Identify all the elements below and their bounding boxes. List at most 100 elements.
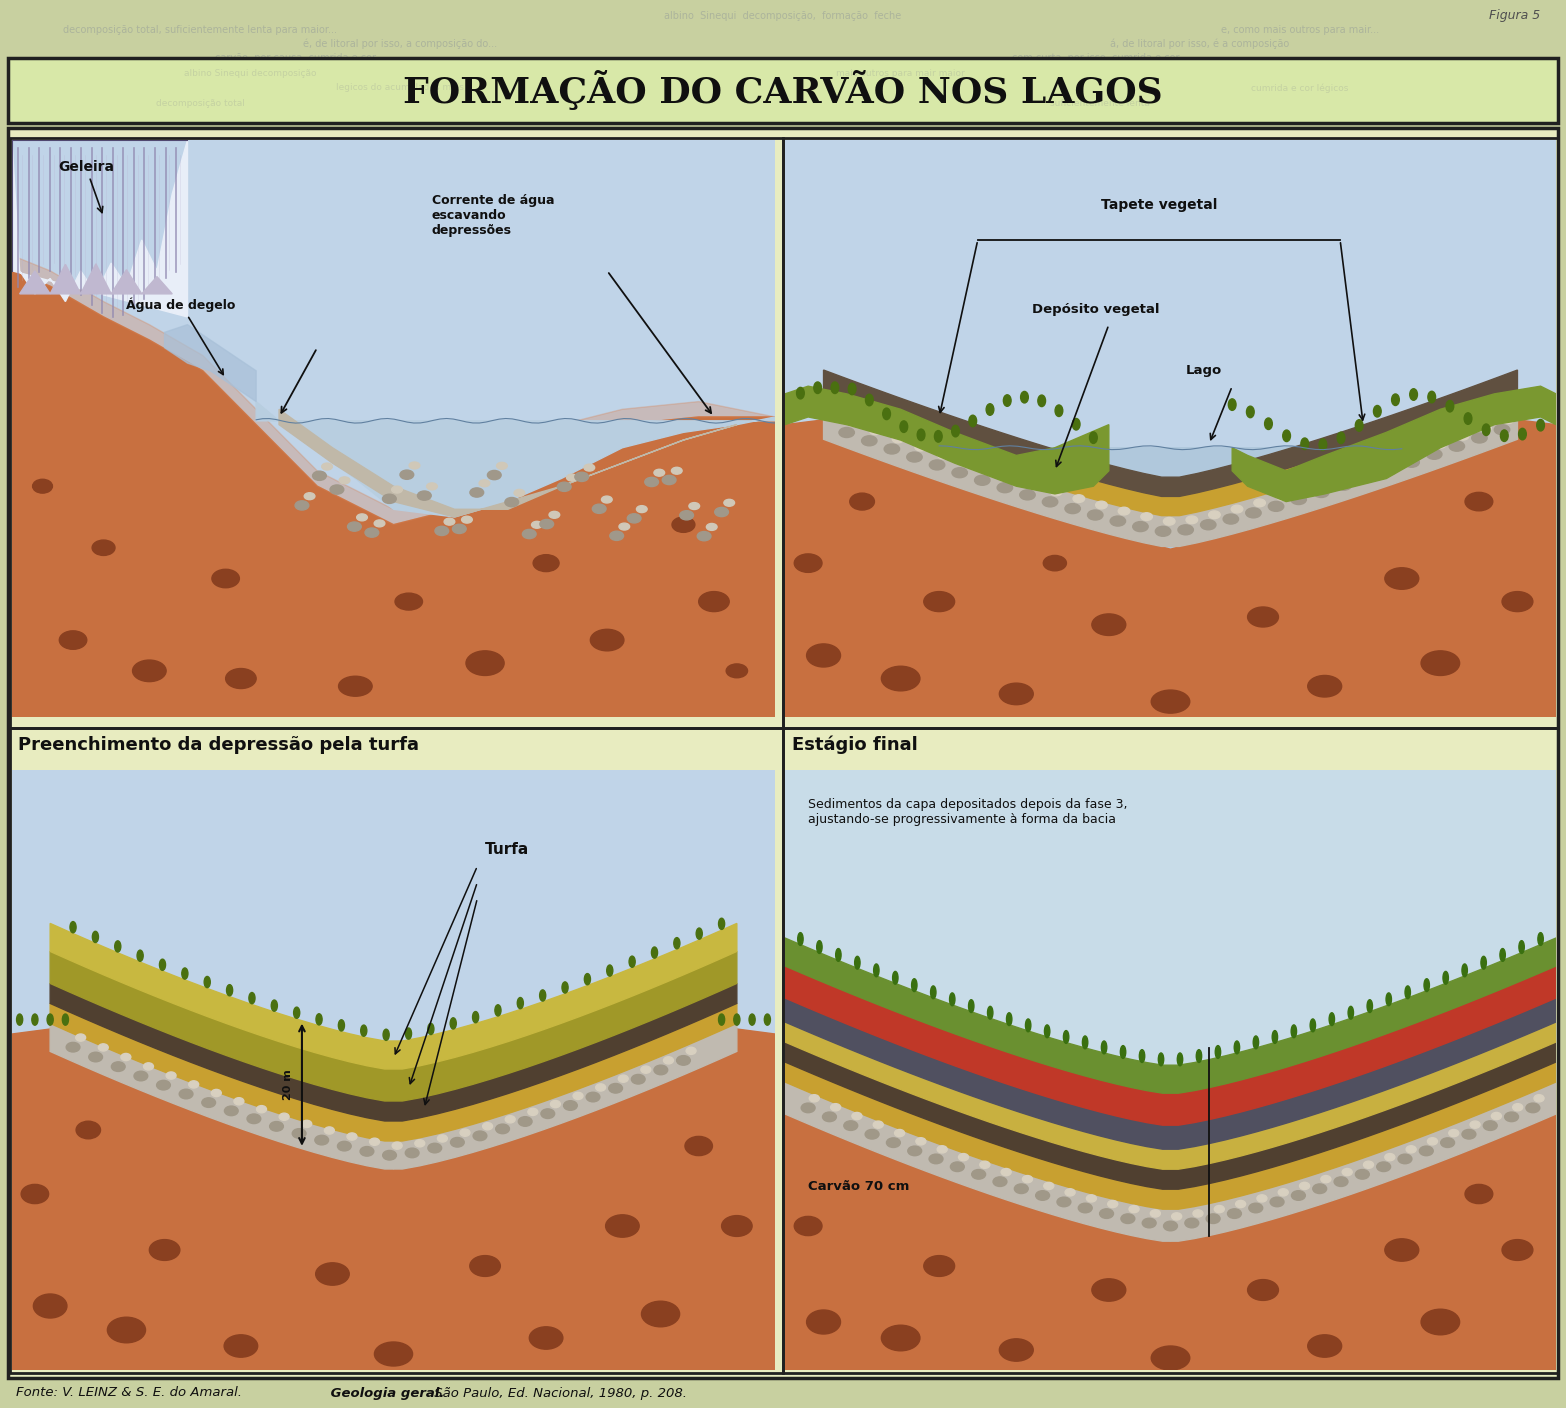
Ellipse shape (1342, 1169, 1351, 1176)
Ellipse shape (202, 1098, 216, 1107)
Ellipse shape (719, 1014, 725, 1025)
Ellipse shape (370, 1138, 379, 1145)
Ellipse shape (435, 527, 449, 535)
Ellipse shape (453, 524, 467, 534)
Ellipse shape (279, 1114, 290, 1121)
Ellipse shape (77, 1121, 100, 1139)
Polygon shape (785, 1022, 1557, 1169)
Ellipse shape (211, 569, 240, 587)
Ellipse shape (1405, 986, 1411, 998)
Ellipse shape (1428, 391, 1436, 403)
Ellipse shape (1427, 449, 1442, 459)
Ellipse shape (315, 1135, 329, 1145)
Ellipse shape (1406, 1146, 1416, 1153)
Text: decomposição total, suficientemente lenta para maior...: decomposição total, suficientemente lent… (63, 25, 337, 35)
Polygon shape (141, 276, 172, 294)
Ellipse shape (1215, 1046, 1220, 1059)
Ellipse shape (340, 477, 349, 484)
Ellipse shape (1464, 413, 1472, 424)
Ellipse shape (249, 993, 255, 1004)
Ellipse shape (550, 511, 559, 518)
Ellipse shape (473, 1131, 487, 1140)
Ellipse shape (1079, 1204, 1092, 1212)
Ellipse shape (1367, 463, 1378, 472)
Ellipse shape (1026, 1019, 1030, 1032)
Polygon shape (785, 998, 1557, 1149)
Bar (783, 138, 1558, 728)
Ellipse shape (144, 1063, 153, 1070)
Ellipse shape (467, 650, 504, 676)
Ellipse shape (1045, 1025, 1049, 1038)
Text: legicos do acumulados mais: legicos do acumulados mais (337, 83, 464, 93)
Ellipse shape (619, 1076, 628, 1083)
Ellipse shape (1151, 690, 1190, 714)
Ellipse shape (1248, 1280, 1278, 1301)
Ellipse shape (874, 964, 879, 977)
Ellipse shape (619, 524, 630, 529)
Text: Água de degelo: Água de degelo (127, 297, 236, 375)
Ellipse shape (479, 480, 490, 487)
Ellipse shape (70, 922, 77, 932)
Ellipse shape (316, 1014, 323, 1025)
Ellipse shape (1164, 1221, 1178, 1231)
Ellipse shape (1322, 479, 1333, 486)
Ellipse shape (1132, 521, 1148, 532)
Ellipse shape (936, 1146, 947, 1153)
Text: Mais de 80% classe légicos: Mais de 80% classe légicos (319, 838, 460, 848)
Ellipse shape (495, 1005, 501, 1017)
Ellipse shape (764, 1014, 770, 1025)
Ellipse shape (836, 949, 841, 962)
Ellipse shape (1265, 418, 1272, 429)
Ellipse shape (1065, 504, 1081, 514)
Ellipse shape (849, 383, 857, 394)
Ellipse shape (1420, 650, 1460, 676)
Ellipse shape (269, 1122, 283, 1131)
Ellipse shape (487, 470, 501, 480)
Ellipse shape (445, 518, 454, 525)
Ellipse shape (1278, 1188, 1289, 1195)
Ellipse shape (998, 483, 1013, 493)
Polygon shape (20, 270, 50, 294)
Ellipse shape (1129, 1205, 1138, 1212)
Ellipse shape (415, 1139, 424, 1148)
Ellipse shape (406, 1028, 412, 1039)
Ellipse shape (531, 521, 542, 528)
Polygon shape (13, 270, 775, 717)
Text: E composição norte e s...: E composição norte e s... (1104, 348, 1236, 358)
Ellipse shape (224, 1335, 258, 1357)
Ellipse shape (374, 520, 385, 527)
Ellipse shape (257, 1105, 266, 1112)
Text: albino  e  diversas,  quindiária: albino e diversas, quindiária (312, 222, 468, 234)
Ellipse shape (1409, 389, 1417, 400)
Ellipse shape (135, 1071, 147, 1081)
Ellipse shape (595, 1084, 606, 1091)
Ellipse shape (1248, 1204, 1262, 1212)
Ellipse shape (1268, 501, 1284, 511)
Polygon shape (50, 265, 81, 294)
Ellipse shape (958, 1153, 968, 1160)
Ellipse shape (672, 467, 683, 474)
Polygon shape (785, 966, 1557, 1125)
Ellipse shape (304, 493, 315, 500)
Text: Geologia geral.: Geologia geral. (326, 1387, 445, 1400)
Ellipse shape (1314, 487, 1330, 497)
Ellipse shape (1505, 1112, 1519, 1122)
Bar (8, 58, 1558, 122)
Ellipse shape (1491, 1112, 1502, 1119)
Text: carvão cumrida e cor, classe légicos: carvão cumrida e cor, classe légicos (294, 348, 485, 358)
Ellipse shape (551, 1101, 561, 1108)
Ellipse shape (365, 528, 379, 538)
Ellipse shape (1253, 1036, 1259, 1049)
Ellipse shape (697, 928, 702, 939)
Ellipse shape (1236, 1201, 1245, 1208)
Text: Depósito vegetal: Depósito vegetal (1032, 303, 1159, 315)
Ellipse shape (677, 1056, 691, 1066)
Ellipse shape (1099, 1209, 1113, 1218)
Ellipse shape (606, 964, 612, 976)
Polygon shape (1232, 386, 1557, 501)
Ellipse shape (1386, 993, 1392, 1005)
Ellipse shape (517, 997, 523, 1008)
Ellipse shape (1121, 1214, 1135, 1224)
Ellipse shape (449, 1018, 456, 1029)
Ellipse shape (529, 1326, 562, 1349)
